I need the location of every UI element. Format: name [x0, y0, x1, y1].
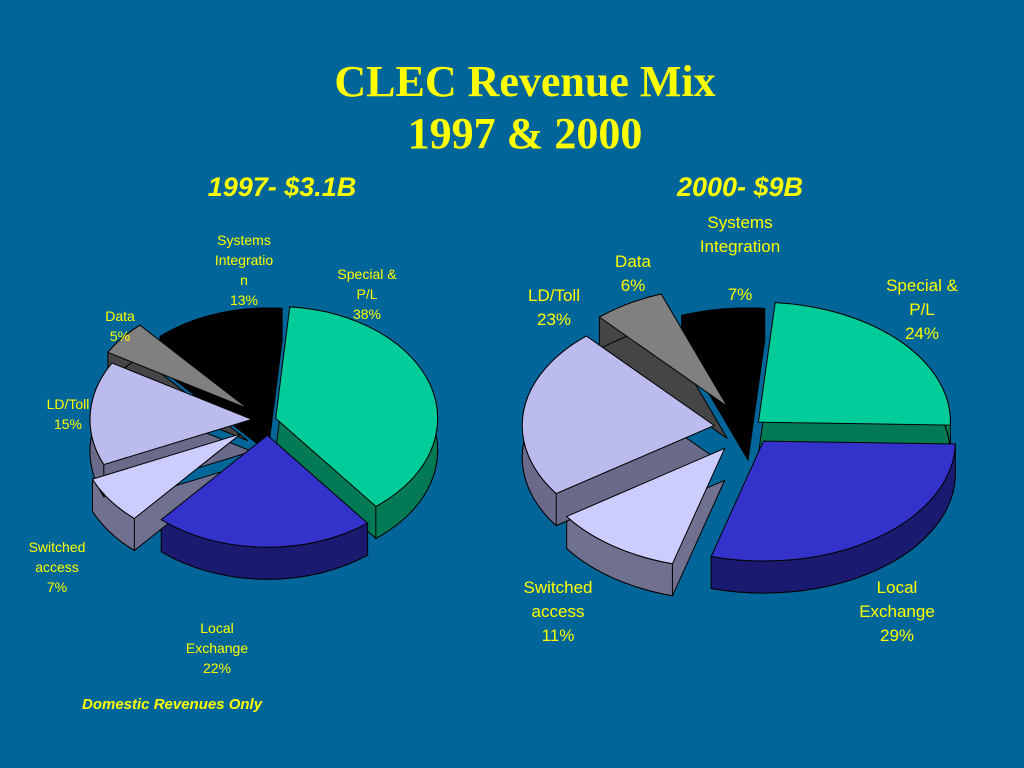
slice-label-line: access [531, 602, 585, 621]
footnote: Domestic Revenues Only [82, 696, 263, 713]
chart-2000-title: 2000- $9B [676, 172, 804, 202]
slice-label-line: Systems [217, 232, 271, 248]
slice-label-line: P/L [909, 300, 935, 319]
pie-slice [159, 307, 283, 421]
slice-label-line: P/L [356, 286, 378, 302]
slice-label-line: 38% [352, 306, 382, 322]
pie-slice [710, 440, 956, 562]
slice-label: Systems Integration 7% [700, 211, 780, 307]
slice-label-line: Data [105, 308, 135, 324]
slice-label-line [700, 259, 780, 283]
slice-label-line: access [35, 559, 79, 575]
slice-label-line: Local [200, 620, 234, 636]
slice-label-line: Switched [523, 578, 593, 597]
slice-label-line: 13% [229, 292, 259, 308]
pie-chart-2000 [521, 293, 956, 597]
chart-1997-title: 1997- $3.1B [207, 172, 357, 202]
slice-label-line: Exchange [185, 640, 249, 656]
slice-label-line: 23% [536, 310, 572, 329]
slice-label-line: n [240, 272, 248, 288]
slice-label: Switched access 7% [29, 537, 86, 597]
slice-label-line: 7% [727, 285, 753, 304]
slice-label: Data 5% [105, 306, 135, 346]
slice-label-line: 6% [620, 276, 646, 295]
slice-label: Local Exchange 29% [859, 576, 935, 648]
slice-label-line: 24% [904, 324, 940, 343]
slice-label: Special & P/L 38% [337, 264, 396, 324]
slice-label: Switched access 11% [524, 576, 593, 648]
slice-label-line: Systems [707, 213, 773, 232]
slice-label: Special & P/L 24% [886, 274, 958, 346]
slice-label-line: 29% [879, 626, 915, 645]
slice-label: Systems Integratio n 13% [215, 230, 273, 310]
slice-label-line: Switched [28, 539, 86, 555]
pie-slice [89, 362, 254, 466]
pie-slice [757, 302, 951, 426]
pie-chart-1997 [89, 306, 439, 580]
slice-label-line: Data [615, 252, 651, 271]
pie-slice [598, 293, 728, 407]
slice-label: LD/Toll 23% [528, 284, 580, 332]
slice-label-line: 7% [46, 579, 68, 595]
pie-slice [160, 434, 369, 548]
slice-label-line: Integratio [214, 252, 274, 268]
slide-title: CLEC Revenue Mix 1997 & 2000 [0, 56, 1024, 160]
slice-label: Local Exchange 22% [186, 618, 248, 678]
slice-label-line: Exchange [859, 602, 935, 621]
pie-slice [91, 433, 241, 520]
slice-label-line: Special & [337, 266, 397, 282]
slide-title-line-1: CLEC Revenue Mix [334, 57, 716, 106]
slice-label-line: Special & [886, 276, 958, 295]
slice-label-line: LD/Toll [46, 396, 90, 412]
slice-label: LD/Toll 15% [47, 394, 90, 434]
pie-slice [565, 447, 726, 565]
pie-slice [275, 306, 439, 508]
pie-slice [107, 324, 249, 410]
slide-title-line-2: 1997 & 2000 [407, 109, 643, 158]
slice-label-line: 15% [53, 416, 83, 432]
slice-label-line: 5% [109, 328, 131, 344]
pie-slice [521, 335, 716, 495]
slice-label-line: LD/Toll [528, 286, 580, 305]
slice-label-line: 11% [541, 626, 575, 645]
slice-label-line: Integration [699, 237, 781, 256]
pie-slice [680, 307, 766, 430]
slice-label: Data 6% [615, 250, 651, 298]
slice-label-line: 22% [202, 660, 232, 676]
slice-label-line: Local [876, 578, 918, 597]
